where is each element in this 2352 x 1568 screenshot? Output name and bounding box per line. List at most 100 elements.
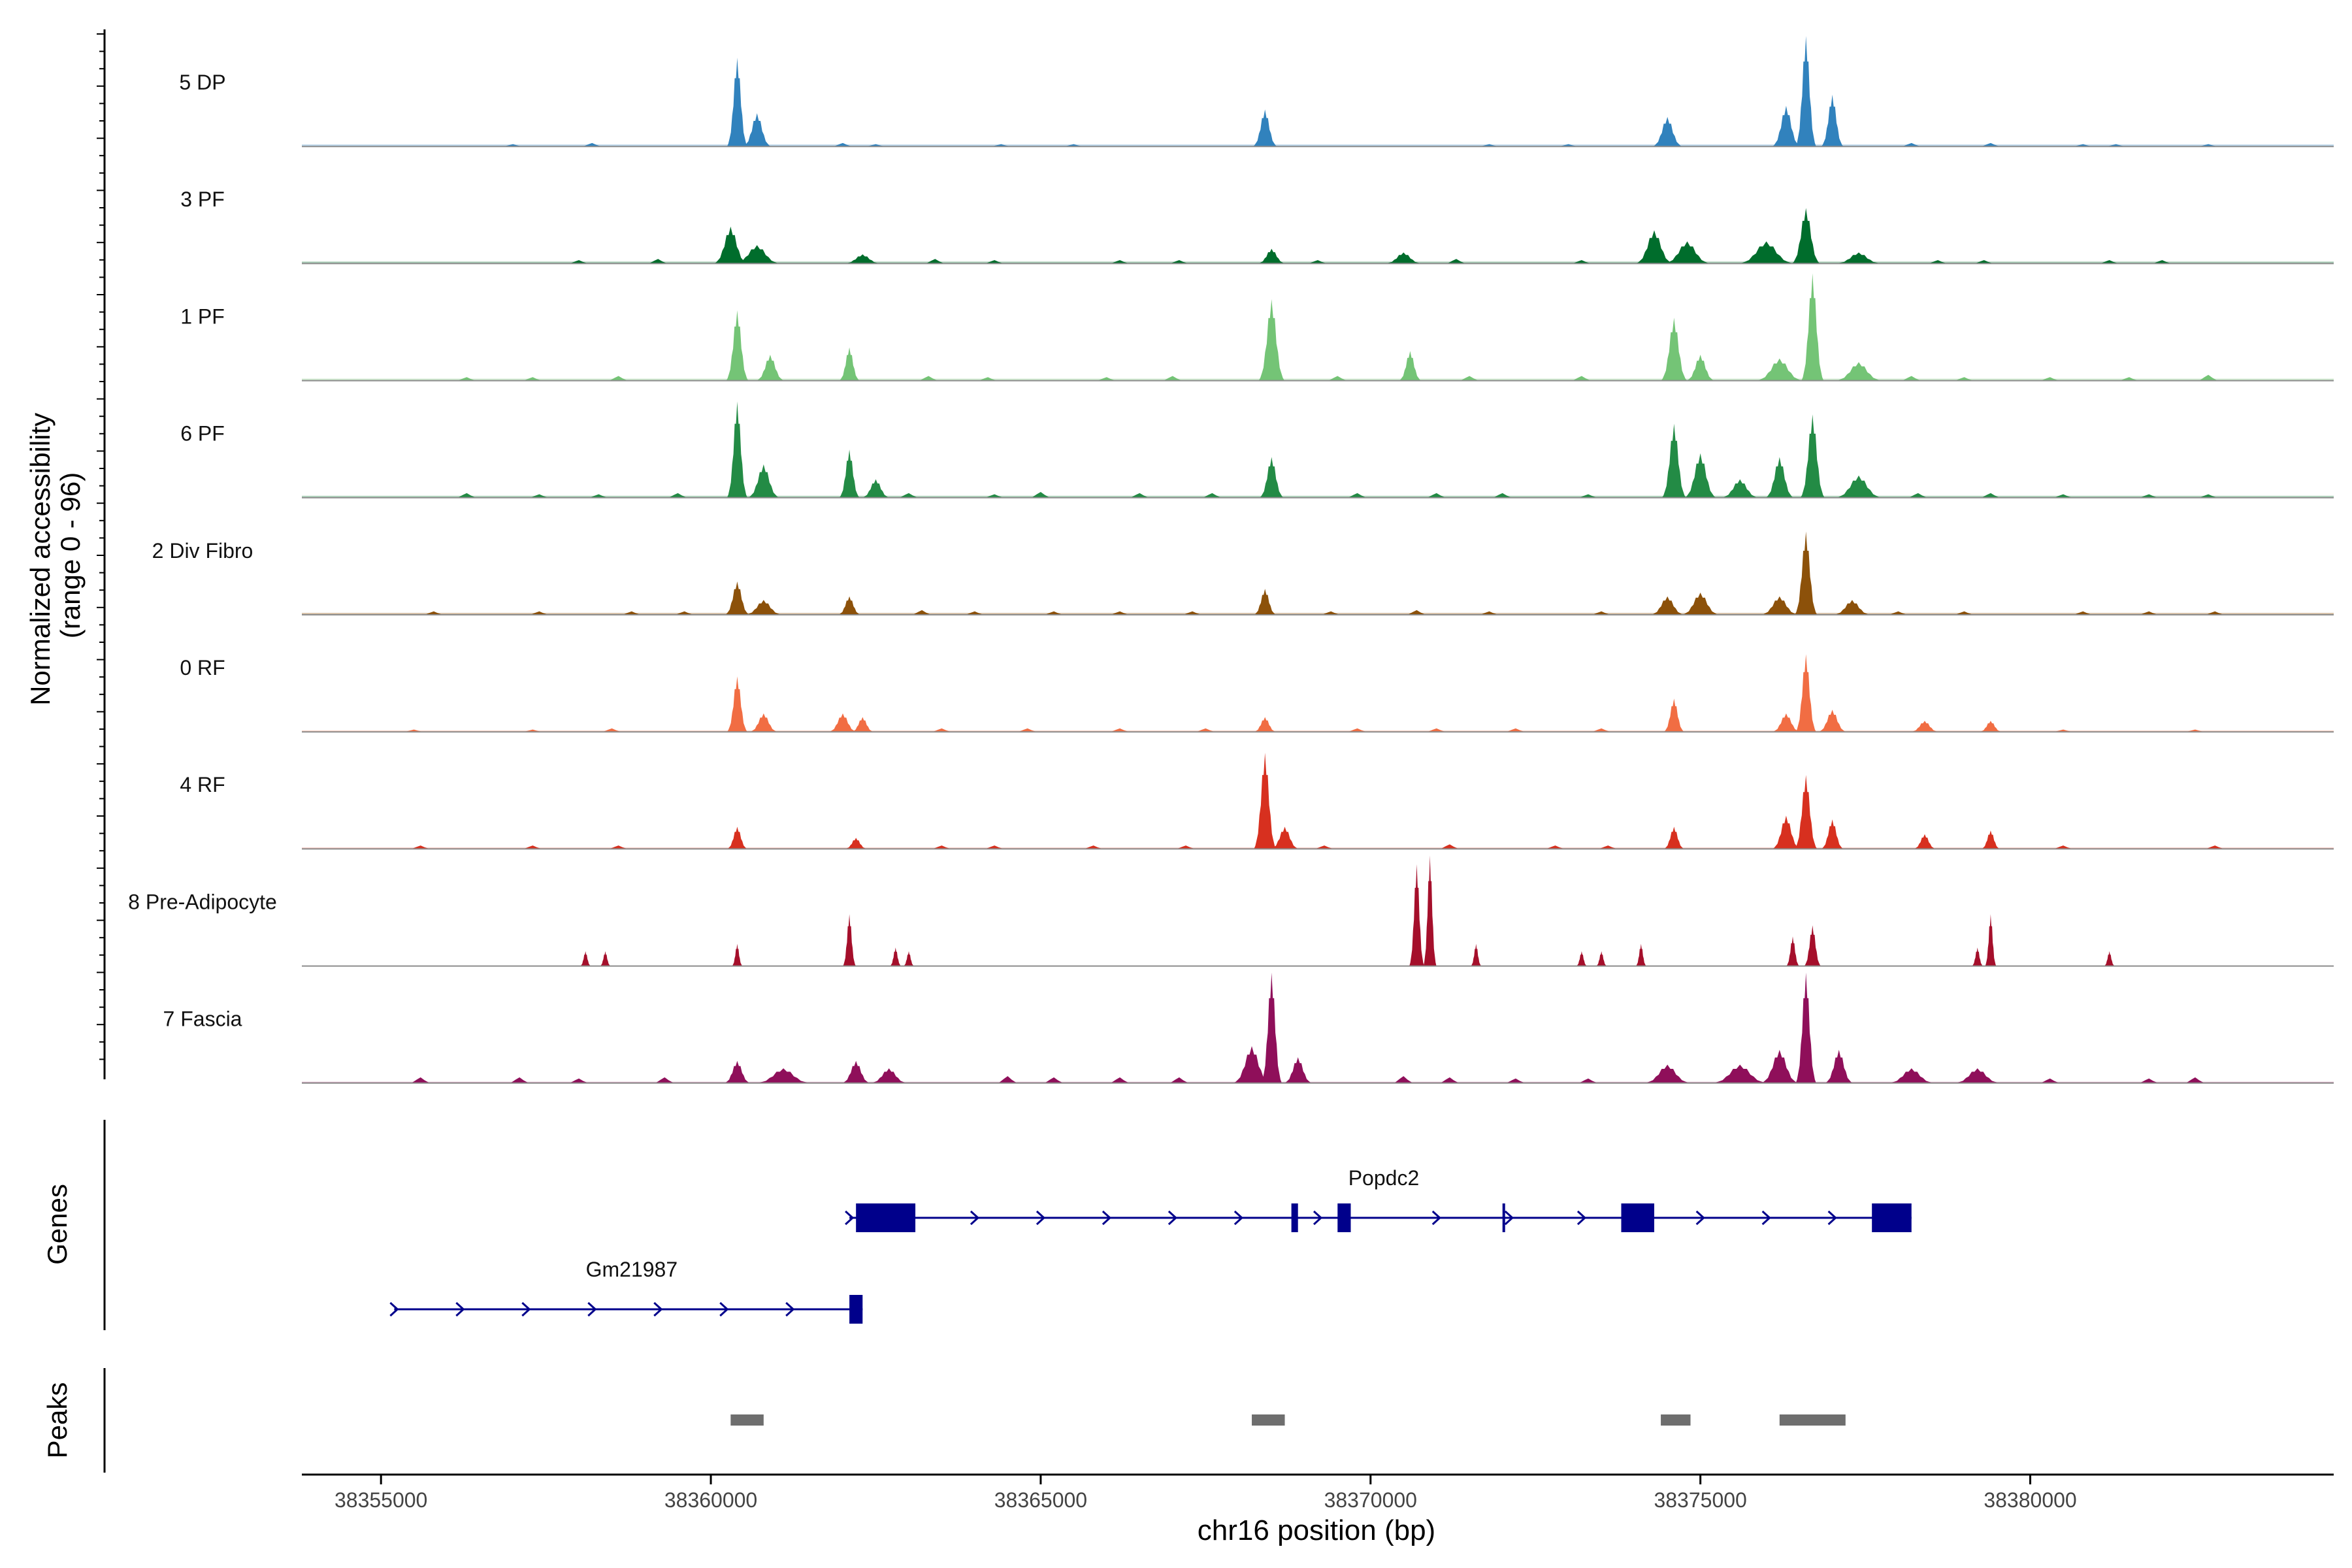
track-noise-bump: [2100, 260, 2119, 264]
strand-arrow-icon: [1761, 1210, 1771, 1226]
track-noise-bump: [1546, 845, 1565, 849]
track-peak: [1821, 819, 1844, 849]
track-peak: [1471, 943, 1482, 966]
track-peak: [1772, 815, 1801, 849]
track-8: 7 Fascia: [163, 972, 2334, 1084]
track-peak: [1980, 721, 2002, 732]
track-peak: [1801, 273, 1824, 381]
x-tick-label: 38380000: [1984, 1488, 2076, 1512]
track-noise-bump: [998, 1076, 1017, 1083]
track-noise-bump: [1084, 845, 1103, 849]
track-peak: [904, 951, 914, 966]
track-noise-bump: [1130, 493, 1149, 498]
track-peak: [727, 676, 747, 732]
track-label: 3 PF: [180, 188, 225, 211]
track-peak: [1409, 864, 1424, 966]
track-label: 1 PF: [180, 304, 225, 328]
track-peak: [1786, 936, 1799, 966]
track-noise-bump: [985, 260, 1004, 264]
strand-arrow-icon: [1102, 1210, 1112, 1226]
track-noise-bump: [411, 1077, 430, 1083]
track-noise-bump: [1309, 260, 1327, 264]
x-axis-ticks: 38355000 38360000 38365000 38370000 38375000…: [335, 1475, 2077, 1512]
track-peak: [1252, 109, 1277, 147]
track-peak: [1259, 457, 1284, 498]
track-peak: [843, 914, 856, 966]
strand-arrow-icon: [845, 1210, 855, 1226]
track-peak: [1652, 116, 1682, 147]
track-peak: [727, 401, 747, 498]
track-noise-bump: [1929, 260, 1948, 264]
track-label: 8 Pre-Adipocyte: [128, 890, 277, 913]
peak-regions: [730, 1414, 1846, 1426]
coverage-tracks: 5 DP 3 PF 1 PF 6 PF 2 Div Fibro 0 RF 4 RF 8 Pre…: [128, 36, 2334, 1084]
track-noise-bump: [589, 494, 608, 498]
track-noise-bump: [2140, 1078, 2159, 1083]
gene-exon: [849, 1295, 863, 1324]
track-peak: [1888, 1068, 1935, 1083]
track-noise-bump: [530, 494, 549, 498]
track-3: 6 PF: [180, 401, 2334, 498]
track-peak: [1684, 453, 1716, 498]
track-peak: [1682, 593, 1719, 615]
track-noise-bump: [609, 845, 628, 849]
track-peak: [1761, 1049, 1799, 1083]
track-noise-bump: [655, 1077, 674, 1083]
track-peak: [724, 1060, 751, 1083]
track-peak: [1722, 479, 1759, 498]
track-noise-bump: [609, 376, 628, 381]
peaks-axis-title: Peaks: [42, 1382, 73, 1459]
track-noise-bump: [2054, 845, 2073, 849]
track-peak: [1596, 951, 1607, 966]
track-4: 2 Div Fibro: [152, 531, 2334, 615]
track-noise-bump: [1328, 376, 1347, 381]
track-noise-bump: [2119, 377, 2138, 381]
x-tick-label: 38360000: [664, 1488, 757, 1512]
track-peak: [842, 1060, 870, 1083]
strand-arrow-icon: [653, 1301, 663, 1317]
track-noise-bump: [1427, 493, 1446, 498]
gene-exon: [856, 1203, 916, 1232]
track-noise-bump: [2140, 494, 2159, 498]
track-baseline-signal: [302, 613, 2334, 615]
track-noise-bump: [985, 494, 1004, 498]
track-peak: [727, 57, 747, 147]
x-tick-label: 38355000: [335, 1488, 427, 1512]
peak-region: [1779, 1414, 1846, 1426]
track-noise-bump: [510, 1077, 529, 1083]
track-noise-bump: [2206, 845, 2225, 849]
track-peak: [1635, 943, 1646, 966]
track-noise-bump: [1315, 845, 1334, 849]
track-noise-bump: [1427, 728, 1446, 732]
strand-arrow-icon: [389, 1301, 399, 1317]
track-peak: [725, 581, 749, 615]
track-noise-bump: [424, 611, 443, 615]
track-peak: [1284, 1057, 1312, 1083]
track-noise-bump: [2054, 494, 2073, 498]
track-peak: [1739, 241, 1794, 264]
track-noise-bump: [833, 142, 852, 147]
track-peak: [839, 449, 860, 498]
track-6: 4 RF: [180, 753, 2334, 850]
track-peak: [1795, 972, 1816, 1083]
track-noise-bump: [411, 845, 430, 849]
track-noise-bump: [919, 376, 938, 381]
track-peak: [890, 947, 902, 966]
coverage-y-ticks: [97, 33, 105, 1060]
track-peak: [1910, 721, 1939, 732]
track-noise-bump: [1203, 493, 1222, 498]
y-axis-title-line-1: Normalized accessibility: [25, 413, 56, 706]
track-noise-bump: [1908, 493, 1927, 498]
track-baseline-signal: [302, 261, 2334, 264]
gene-label: Popdc2: [1348, 1166, 1420, 1190]
track-noise-bump: [1440, 1077, 1459, 1083]
track-peak: [1795, 654, 1816, 732]
strand-arrow-icon: [1695, 1210, 1705, 1226]
track-baseline-signal: [302, 495, 2334, 498]
track-peak: [1663, 826, 1684, 849]
gene-exon: [1502, 1203, 1505, 1232]
track-noise-bump: [1018, 728, 1037, 732]
gene-exon: [1621, 1203, 1654, 1232]
track-peak: [844, 254, 881, 264]
peak-region: [1252, 1414, 1285, 1426]
